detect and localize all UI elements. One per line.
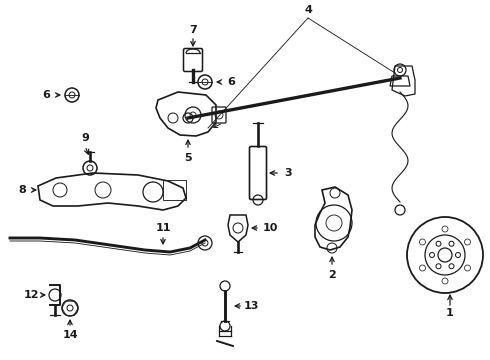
Text: 3: 3 [284,168,292,178]
Text: 6: 6 [227,77,235,87]
Text: 7: 7 [189,25,197,35]
Text: 10: 10 [262,223,278,233]
Text: 13: 13 [244,301,259,311]
Text: 9: 9 [81,133,89,143]
Text: 6: 6 [42,90,50,100]
Text: 5: 5 [184,153,192,163]
Text: 14: 14 [62,330,78,340]
Text: 11: 11 [155,223,171,233]
Text: 12: 12 [23,290,39,300]
Text: 8: 8 [18,185,26,195]
Text: 4: 4 [304,5,312,15]
Text: 2: 2 [328,270,336,280]
Text: 1: 1 [446,308,454,318]
